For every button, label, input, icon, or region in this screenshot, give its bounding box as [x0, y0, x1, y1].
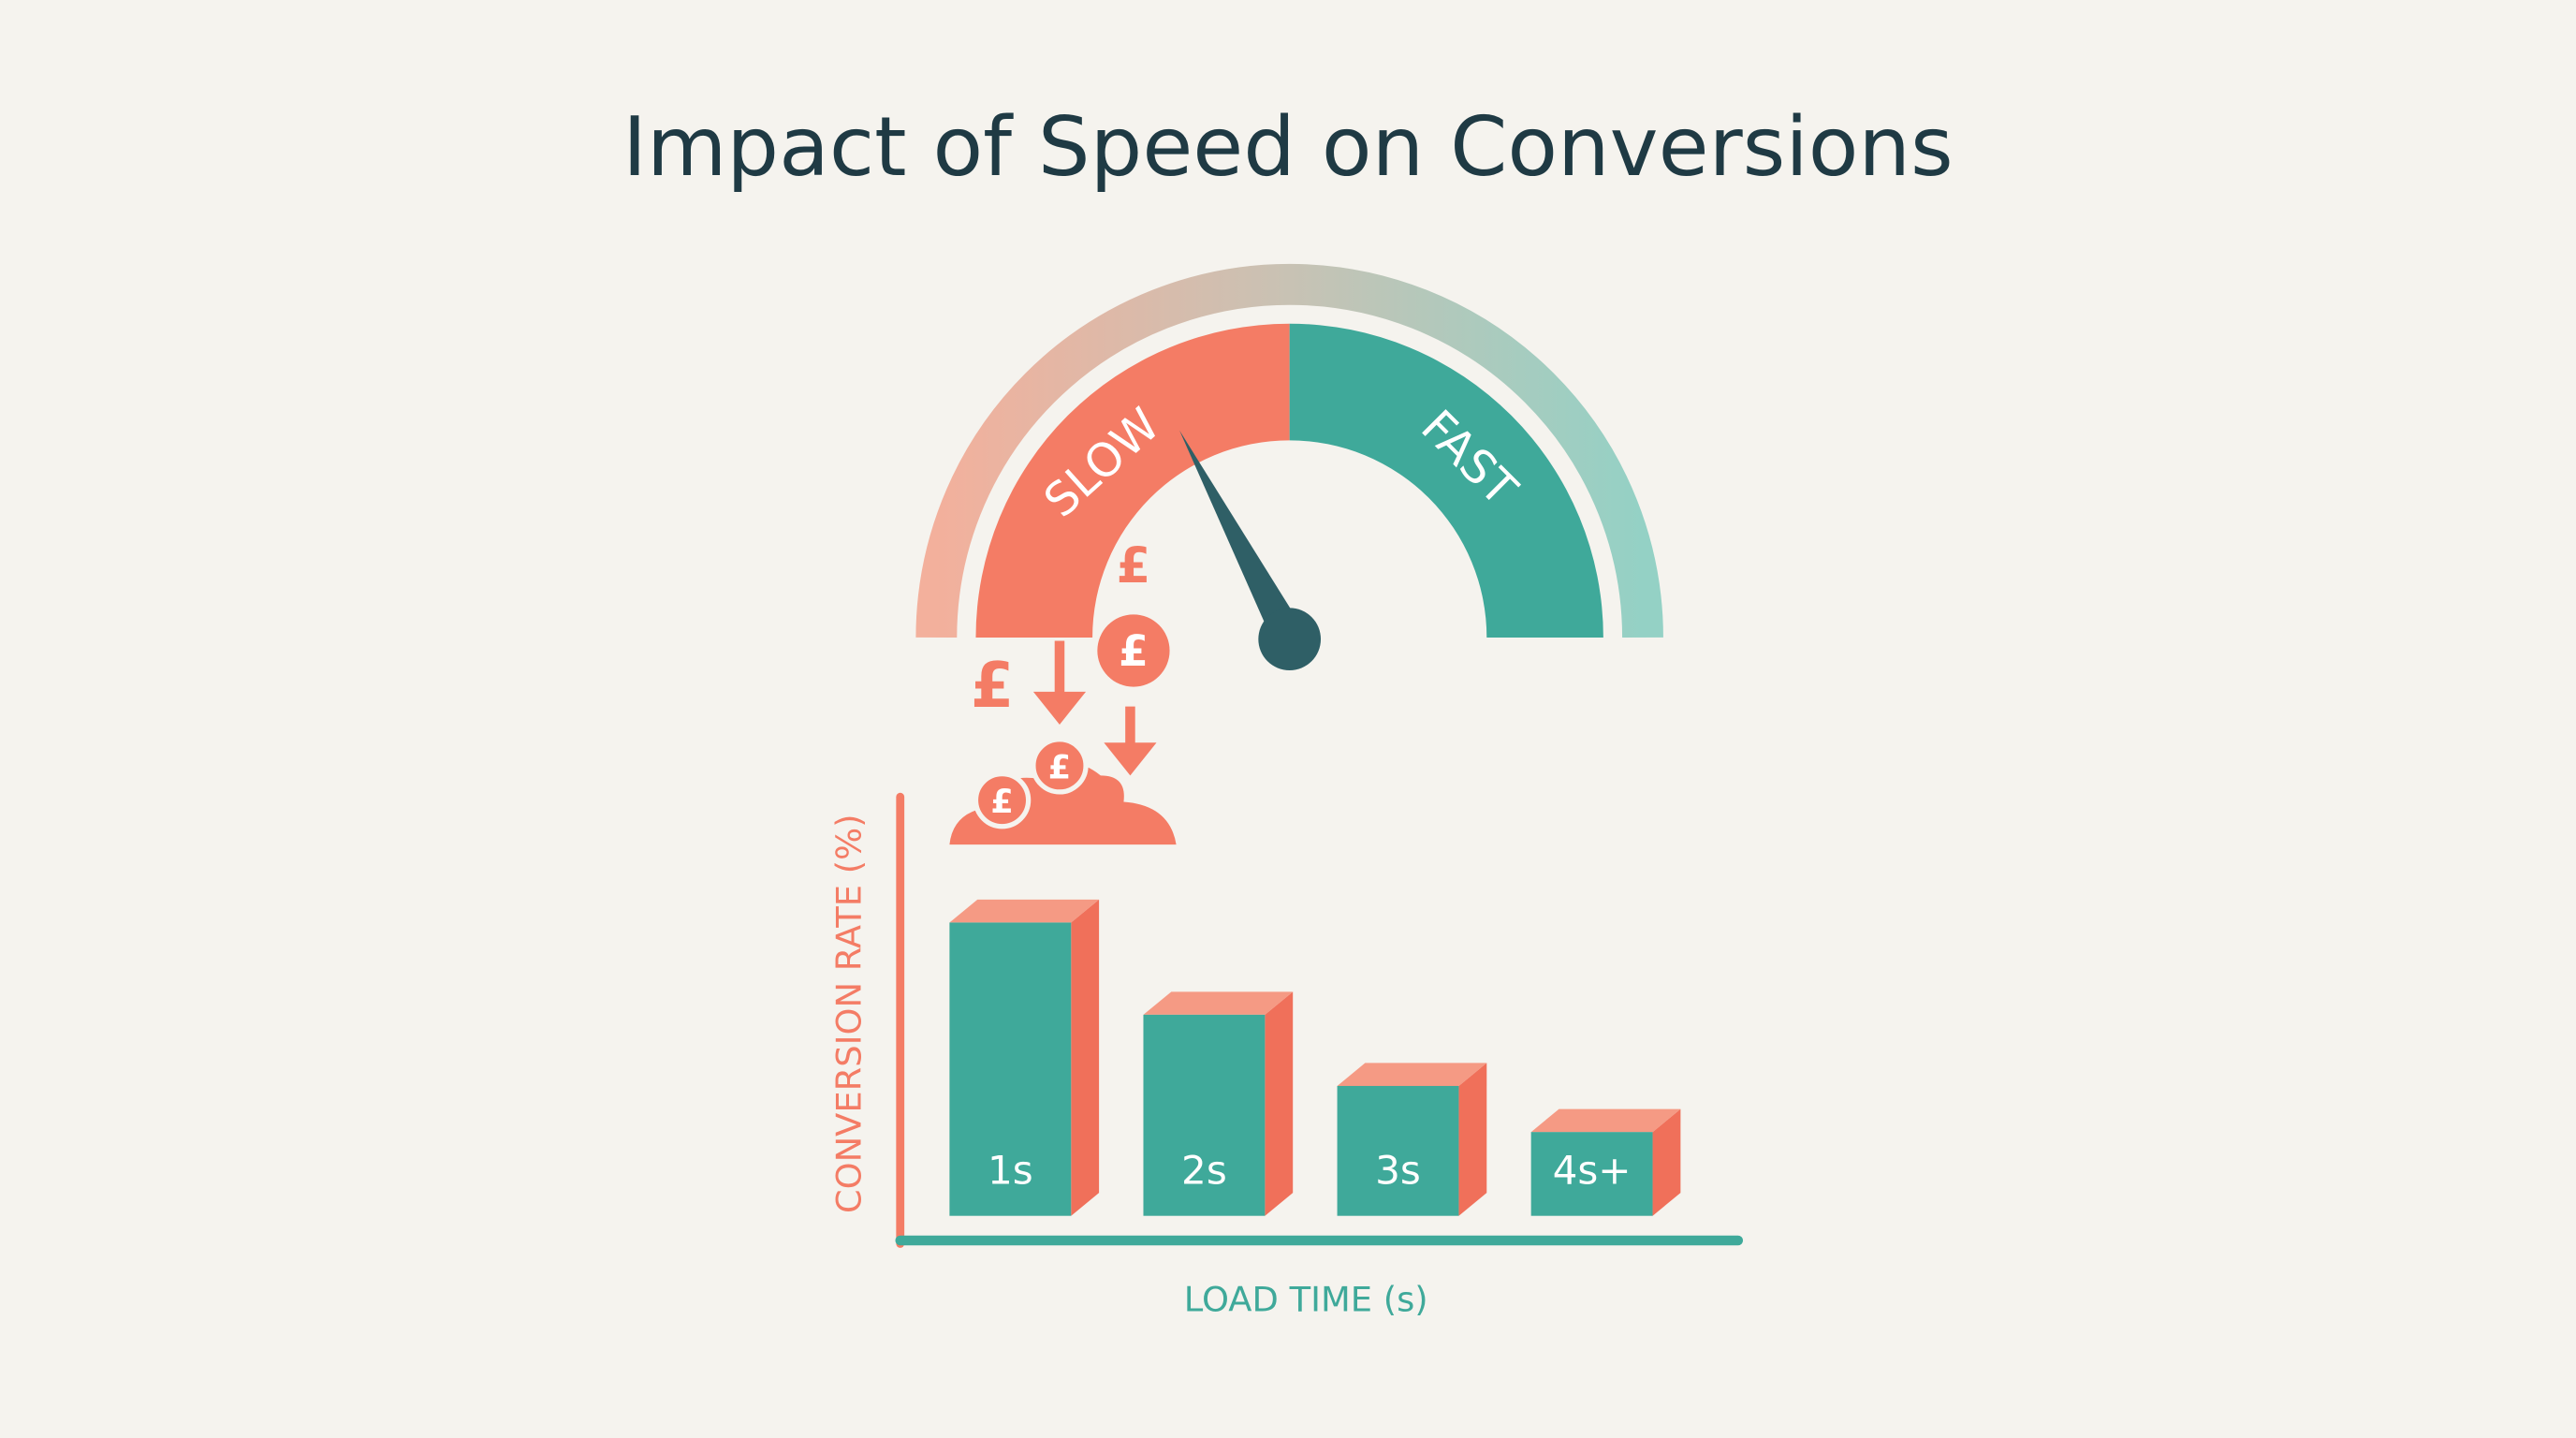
arrow-head: [1032, 691, 1087, 725]
coin: [1097, 614, 1170, 687]
pound-sign: £: [971, 649, 1014, 722]
bar-top: [1530, 1108, 1681, 1133]
pound-sign: £: [990, 783, 1013, 821]
pound-sign: £: [1119, 626, 1149, 676]
pound-sign: £: [1117, 537, 1151, 594]
bar-top: [1143, 991, 1294, 1015]
gauge-rim: [915, 263, 1663, 638]
content: Impact of Speed on Conversions SLOW FAST…: [622, 99, 1954, 1319]
bar: [1337, 1085, 1459, 1216]
bar-side: [1071, 899, 1100, 1216]
pound-sign: £: [1048, 748, 1071, 786]
bar: [1143, 1014, 1266, 1216]
fast-zone: [1289, 323, 1603, 638]
category-label: 4s+: [1553, 1148, 1632, 1194]
category-label: 3s: [1375, 1148, 1421, 1194]
money-icons: £ £ £ £ £: [949, 537, 1177, 845]
slow-zone: [975, 323, 1290, 638]
category-label: 2s: [1181, 1148, 1227, 1194]
category-label: 1s: [988, 1148, 1033, 1194]
coin: [1031, 737, 1089, 795]
gauge: SLOW FAST: [915, 263, 1663, 671]
title: Impact of Speed on Conversions: [622, 99, 1954, 195]
needle-hub: [1258, 608, 1322, 671]
bar-side: [1458, 1063, 1487, 1216]
bar-top: [949, 899, 1100, 923]
y-axis-label: CONVERSION RATE (%): [829, 814, 870, 1214]
arrow-head: [1104, 742, 1157, 776]
bar: [1530, 1132, 1653, 1216]
coin: [973, 770, 1032, 829]
bar: [949, 922, 1072, 1216]
x-axis-label: LOAD TIME (s): [1184, 1279, 1428, 1319]
bar-side: [1265, 991, 1294, 1216]
bar-side: [1652, 1108, 1681, 1216]
needle: [1179, 430, 1305, 646]
bar-top: [1337, 1063, 1487, 1086]
